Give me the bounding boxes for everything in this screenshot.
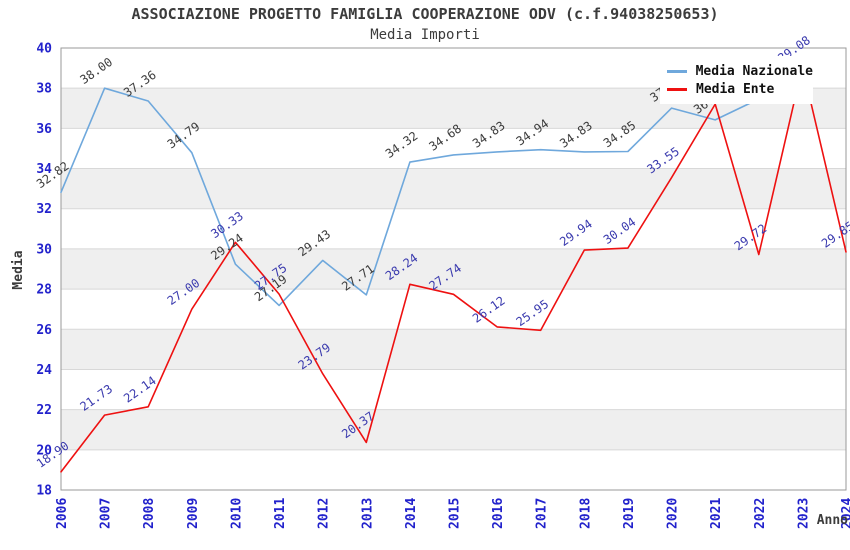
- series-line-media-nazionale: [60, 87, 760, 307]
- x-tick-label: 2015: [448, 498, 463, 529]
- y-tick-label: 32: [36, 202, 52, 217]
- chart-subtitle: Media Importi: [370, 27, 480, 43]
- plot-band: [61, 409, 846, 450]
- x-tick-label: 2022: [753, 498, 768, 529]
- x-tick-label: 2007: [99, 498, 114, 529]
- plot-band: [61, 329, 846, 370]
- x-tick-label: 2021: [709, 498, 724, 529]
- y-axis-title: Media: [11, 250, 26, 289]
- x-tick-label: 2023: [796, 498, 811, 529]
- x-tick-label: 2014: [404, 498, 419, 529]
- x-tick-label: 2020: [666, 498, 681, 529]
- x-tick-label: 2006: [55, 498, 70, 529]
- data-label: 25.95: [514, 297, 552, 329]
- x-tick-label: 2019: [622, 498, 637, 529]
- x-tick-label: 2013: [360, 498, 375, 529]
- y-tick-label: 28: [36, 283, 52, 298]
- series-line-media-ente: [60, 65, 847, 473]
- data-label: 30.04: [601, 215, 639, 247]
- y-tick-label: 20: [36, 443, 52, 458]
- legend: Media Nazionale Media Ente: [660, 56, 813, 104]
- data-label: 21.73: [78, 382, 116, 414]
- x-tick-label: 2008: [142, 498, 157, 529]
- x-tick-label: 2010: [229, 498, 244, 529]
- y-tick-label: 24: [36, 363, 52, 378]
- y-tick-label: 30: [36, 242, 52, 257]
- x-tick-label: 2009: [186, 498, 201, 529]
- x-tick-label: 2024: [840, 498, 850, 529]
- y-tick-label: 40: [36, 42, 52, 57]
- legend-item-media-nazionale: Media Nazionale: [667, 65, 813, 78]
- y-tick-label: 18: [36, 484, 52, 499]
- data-label: 38.00: [78, 55, 116, 87]
- y-tick-label: 36: [36, 122, 52, 137]
- y-tick-label: 22: [36, 403, 52, 418]
- x-tick-label: 2012: [317, 498, 332, 529]
- x-tick-label: 2016: [491, 498, 506, 529]
- legend-line-swatch-nazionale: [667, 69, 687, 73]
- legend-item-media-ente: Media Ente: [667, 83, 813, 96]
- data-label: 34.32: [383, 129, 421, 161]
- x-axis-title: Anno: [817, 513, 848, 528]
- plot-band: [61, 168, 846, 209]
- y-tick-label: 38: [36, 82, 52, 97]
- legend-label-nazionale: Media Nazionale: [695, 63, 813, 79]
- x-tick-label: 2011: [273, 498, 288, 529]
- legend-line-swatch-ente: [667, 87, 687, 91]
- y-tick-label: 34: [36, 162, 52, 177]
- x-tick-label: 2017: [535, 498, 550, 529]
- legend-label-ente: Media Ente: [696, 81, 775, 97]
- data-label: 22.14: [121, 373, 159, 405]
- plot-border: [60, 47, 847, 491]
- x-tick-label: 2018: [578, 498, 593, 529]
- y-tick-label: 26: [36, 323, 52, 338]
- plot-band: [61, 248, 846, 290]
- chart-title: ASSOCIAZIONE PROGETTO FAMIGLIA COOPERAZI…: [131, 5, 719, 23]
- data-label: 29.94: [557, 217, 595, 249]
